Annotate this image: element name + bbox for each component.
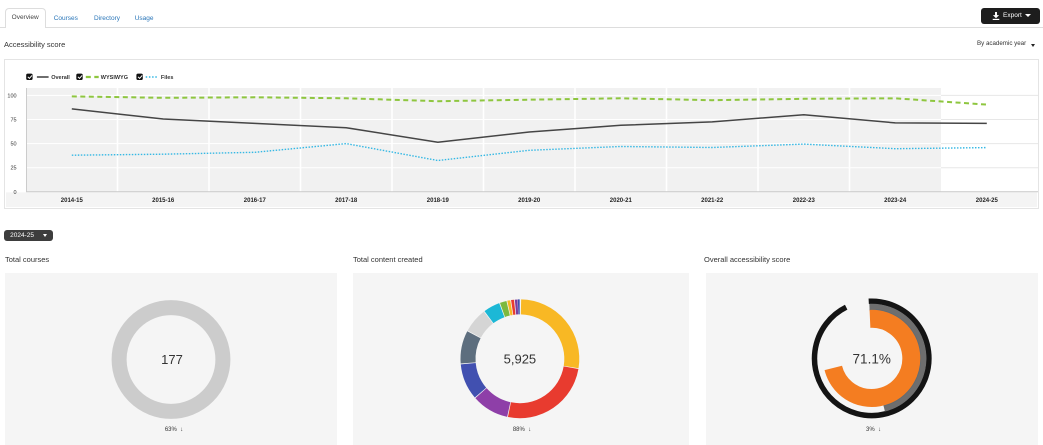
svg-text:2015-16: 2015-16 bbox=[152, 198, 175, 204]
svg-text:2018-19: 2018-19 bbox=[427, 198, 450, 204]
svg-text:2021-22: 2021-22 bbox=[701, 198, 724, 204]
svg-text:2016-17: 2016-17 bbox=[244, 198, 267, 204]
svg-text:2024-25: 2024-25 bbox=[976, 198, 999, 204]
svg-text:3% ↓: 3% ↓ bbox=[866, 427, 881, 433]
svg-text:Files: Files bbox=[161, 75, 174, 81]
svg-text:177: 177 bbox=[161, 352, 183, 367]
svg-text:0: 0 bbox=[14, 190, 17, 196]
svg-text:75: 75 bbox=[10, 118, 16, 124]
svg-text:63% ↓: 63% ↓ bbox=[165, 427, 183, 433]
svg-text:50: 50 bbox=[10, 142, 16, 148]
svg-text:25: 25 bbox=[10, 166, 16, 172]
svg-text:2019-20: 2019-20 bbox=[518, 198, 541, 204]
svg-text:2014-15: 2014-15 bbox=[61, 198, 84, 204]
svg-text:2023-24: 2023-24 bbox=[884, 198, 907, 204]
svg-text:88% ↓: 88% ↓ bbox=[513, 427, 531, 433]
svg-text:WYSIWYG: WYSIWYG bbox=[101, 75, 128, 81]
svg-text:100: 100 bbox=[7, 93, 16, 99]
svg-text:2022-23: 2022-23 bbox=[793, 198, 816, 204]
svg-text:Overall: Overall bbox=[51, 75, 70, 81]
svg-text:5,925: 5,925 bbox=[504, 352, 537, 367]
svg-text:71.1%: 71.1% bbox=[853, 352, 891, 367]
svg-text:2020-21: 2020-21 bbox=[610, 198, 633, 204]
svg-text:2017-18: 2017-18 bbox=[335, 198, 358, 204]
